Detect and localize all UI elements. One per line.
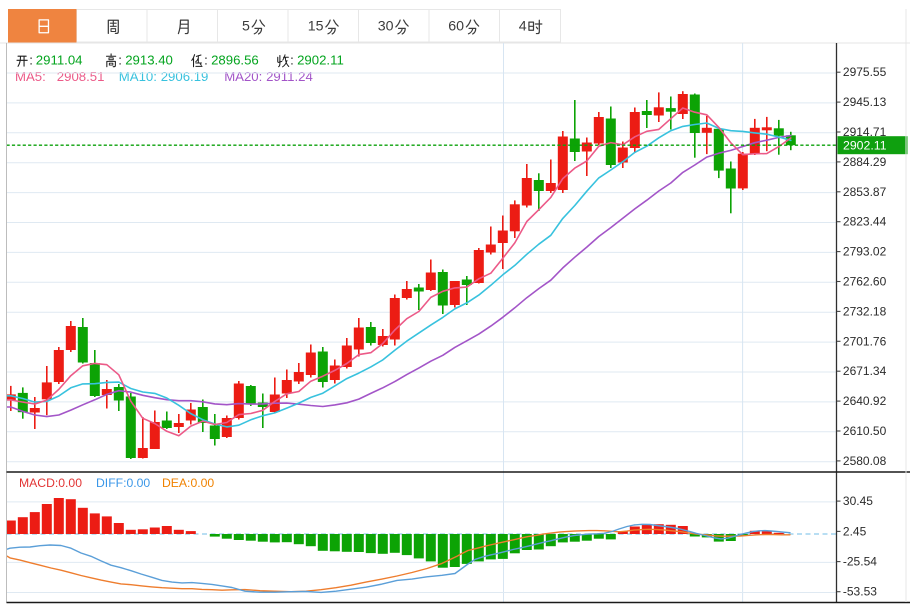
svg-text::: : xyxy=(29,53,33,68)
svg-text::: : xyxy=(290,53,294,68)
svg-text:2911.04: 2911.04 xyxy=(36,53,83,68)
svg-text:2884.29: 2884.29 xyxy=(843,155,887,169)
svg-text:2640.92: 2640.92 xyxy=(843,394,887,408)
svg-text:2945.13: 2945.13 xyxy=(843,95,887,109)
svg-text:DIFF:0.00: DIFF:0.00 xyxy=(96,476,150,490)
svg-text:2975.55: 2975.55 xyxy=(843,65,887,79)
svg-text:2.45: 2.45 xyxy=(843,524,867,538)
svg-text:15: 15 xyxy=(308,19,324,35)
svg-text:2913.40: 2913.40 xyxy=(125,53,173,68)
svg-text:5: 5 xyxy=(242,19,250,35)
svg-text:2823.44: 2823.44 xyxy=(843,215,887,229)
svg-text:30: 30 xyxy=(378,19,394,35)
svg-text:2914.71: 2914.71 xyxy=(843,125,887,139)
svg-text::: : xyxy=(118,53,122,68)
svg-text:60: 60 xyxy=(448,19,464,35)
svg-text:4: 4 xyxy=(519,19,527,35)
svg-text:MA10: 2906.19: MA10: 2906.19 xyxy=(119,69,209,84)
svg-text:MA20: 2911.24: MA20: 2911.24 xyxy=(224,69,313,84)
svg-text:MACD:0.00: MACD:0.00 xyxy=(19,476,82,490)
svg-text:2902.11: 2902.11 xyxy=(297,53,344,68)
svg-text:-53.53: -53.53 xyxy=(843,585,877,599)
svg-text:2580.08: 2580.08 xyxy=(843,454,887,468)
svg-text:2853.87: 2853.87 xyxy=(843,185,887,199)
svg-text:2671.34: 2671.34 xyxy=(843,364,887,378)
svg-text:2701.76: 2701.76 xyxy=(843,334,887,348)
svg-text:2610.50: 2610.50 xyxy=(843,424,887,438)
svg-text:DEA:0.00: DEA:0.00 xyxy=(162,476,214,490)
svg-text:2902.11: 2902.11 xyxy=(843,139,887,153)
svg-text:2732.18: 2732.18 xyxy=(843,304,887,318)
svg-text:30.45: 30.45 xyxy=(843,494,873,508)
svg-text:2896.56: 2896.56 xyxy=(211,53,259,68)
svg-text:2762.60: 2762.60 xyxy=(843,275,887,289)
svg-text:MA5: 2908.51: MA5: 2908.51 xyxy=(15,69,104,84)
svg-text:-25.54: -25.54 xyxy=(843,555,877,569)
svg-text:2793.02: 2793.02 xyxy=(843,245,887,259)
svg-text::: : xyxy=(204,53,208,68)
